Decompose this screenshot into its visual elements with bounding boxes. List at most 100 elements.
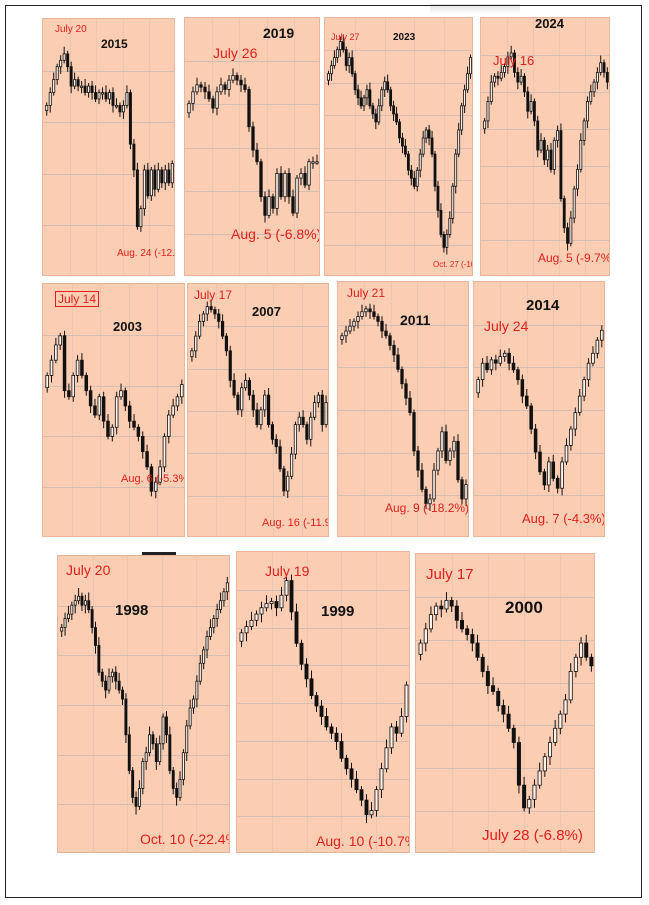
candle-body: [494, 359, 498, 364]
candle-body: [255, 409, 259, 426]
candle-body: [137, 788, 141, 807]
candle-body: [217, 313, 221, 322]
candle-body: [278, 446, 282, 470]
candle-body: [423, 628, 428, 644]
candle-body: [576, 169, 579, 190]
redaction-bar: [142, 552, 176, 557]
candle-body: [439, 209, 443, 235]
candle-body: [194, 335, 198, 352]
candle-body: [236, 394, 240, 411]
candle-body: [406, 153, 410, 171]
candle-body: [509, 52, 513, 58]
chart-panel-2007: 2007 July 17 Aug. 16 (-11.9): [187, 283, 329, 537]
candle-body: [602, 62, 606, 73]
candle-body: [480, 656, 485, 672]
candle-body: [448, 450, 452, 461]
candle-body: [151, 734, 155, 745]
candle-body: [201, 313, 206, 322]
candle-body: [573, 656, 578, 672]
candle-body: [395, 113, 398, 123]
candle-body: [496, 75, 500, 79]
candle-body: [110, 426, 115, 437]
candle-body: [536, 120, 540, 151]
candle-body: [101, 396, 106, 422]
candle-body: [55, 66, 59, 81]
candle-body: [392, 105, 395, 115]
candle-body: [529, 101, 533, 112]
candle-body: [577, 395, 582, 413]
candle-body: [195, 680, 199, 700]
candle-body: [362, 97, 366, 107]
candle-body: [412, 177, 416, 187]
candle-body: [589, 91, 593, 102]
candle-body: [247, 379, 252, 396]
candle-body: [243, 84, 247, 90]
candle-body: [386, 81, 390, 91]
candle-body: [591, 352, 595, 364]
candle-body: [421, 137, 425, 155]
candle-body: [551, 461, 556, 479]
candle-body: [464, 484, 468, 500]
candle-body: [589, 656, 594, 667]
candle-body: [167, 169, 171, 184]
candle-body: [247, 89, 251, 128]
candle-body: [327, 73, 330, 81]
candle-body: [516, 742, 521, 786]
candle-body: [259, 409, 263, 426]
candle-body: [259, 607, 264, 615]
trough-date-label: Aug. 16 (-11.9): [262, 517, 329, 529]
candle-body: [121, 689, 124, 700]
candle-body: [394, 726, 399, 734]
candle-body: [542, 471, 547, 486]
candle-body: [374, 113, 378, 123]
year-label: 1998: [115, 602, 149, 619]
candle-body: [287, 172, 291, 198]
candle-body: [579, 642, 584, 658]
candle-body: [80, 595, 84, 606]
candle-body: [457, 129, 461, 155]
candle-body: [148, 734, 152, 754]
candle-body: [377, 105, 381, 123]
candle-body: [347, 57, 351, 67]
candle-body: [90, 609, 94, 628]
candle-body: [372, 311, 376, 317]
candle-body: [69, 66, 73, 87]
candle-body: [80, 359, 84, 376]
candle-body: [549, 149, 553, 170]
candle-body: [299, 642, 304, 665]
trough-date-label: Aug. 5 (-6.8%): [231, 226, 320, 242]
candle-body: [454, 153, 458, 187]
candle-body: [452, 440, 456, 452]
trough-date-label: Aug. 7 (-4.3%): [522, 511, 605, 526]
candle-body: [562, 198, 566, 229]
candle-body: [254, 613, 259, 621]
candle-body: [118, 105, 122, 113]
candle-body: [371, 105, 375, 115]
candle-body: [283, 172, 287, 198]
candle-body: [344, 49, 348, 67]
candle-body: [359, 789, 364, 801]
candle-body: [192, 698, 195, 709]
candle-body: [128, 92, 132, 145]
scan-shadow: [430, 4, 520, 14]
candle-body: [320, 394, 324, 426]
candle-body: [63, 618, 67, 628]
candle-body: [489, 81, 493, 102]
figure-frame: [5, 5, 642, 898]
candle-body: [295, 177, 299, 214]
candle-body: [582, 379, 586, 397]
candle-body: [190, 350, 194, 358]
candle-body: [513, 52, 516, 73]
candle-body: [249, 619, 254, 627]
candle-body: [54, 344, 58, 361]
year-label: 1999: [321, 603, 355, 620]
year-label: 2014: [526, 297, 560, 314]
candle-body: [360, 311, 364, 317]
year-label: 2024: [535, 17, 564, 31]
candle-body: [418, 153, 422, 171]
candle-body: [384, 330, 388, 337]
candle-body: [301, 416, 305, 426]
candlestick-plot: [43, 284, 184, 536]
candle-body: [599, 62, 603, 73]
candle-body: [271, 196, 275, 209]
